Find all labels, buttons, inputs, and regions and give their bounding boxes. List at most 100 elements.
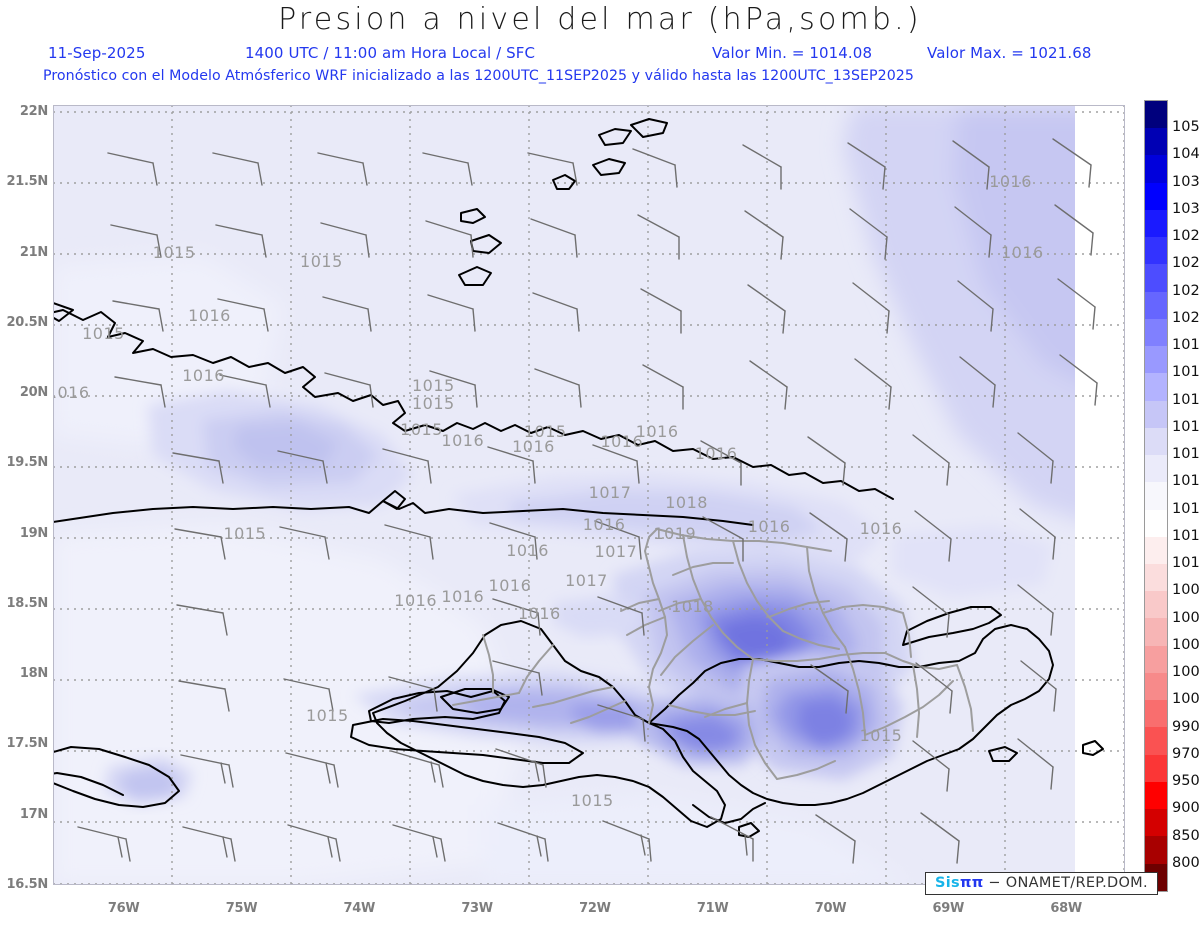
colorbar-tick-label: 850 <box>1172 827 1200 844</box>
colorbar-segment <box>1145 591 1167 619</box>
contour-label: 1017 <box>588 482 632 502</box>
contour-label: 1015 <box>400 419 443 439</box>
colorbar-tick-label: 990 <box>1172 718 1200 735</box>
longitude-tick-label: 70W <box>814 901 847 916</box>
colorbar-segment <box>1145 264 1167 292</box>
colorbar-tick-label: 950 <box>1172 773 1200 790</box>
colorbar-segment <box>1145 291 1167 319</box>
colorbar-tick-label: 1015 <box>1172 446 1200 463</box>
colorbar-tick-label: 1012 <box>1172 527 1200 544</box>
contour-label: 1016 <box>517 603 561 623</box>
contour-label: 1016 <box>394 591 437 611</box>
colorbar-segment <box>1145 618 1167 646</box>
contour-label: 1015 <box>152 242 196 262</box>
colorbar-tick-label: 1040 <box>1172 146 1200 163</box>
forecast-time: 1400 UTC / 11:00 am Hora Local / SFC <box>245 44 536 62</box>
longitude-tick-label: 71W <box>696 901 729 916</box>
latitude-tick-label: 18N <box>19 666 48 682</box>
colorbar-tick-label: 1025 <box>1172 255 1200 272</box>
colorbar-segment <box>1145 182 1167 210</box>
latitude-tick-label: 21.5N <box>6 174 49 190</box>
contour-label: 1018 <box>665 492 708 512</box>
colorbar-segment <box>1145 727 1167 755</box>
colorbar-tick-label: 800 <box>1172 854 1200 871</box>
contour-label: 1016 <box>182 366 225 386</box>
contour-label: 1016 <box>506 540 549 560</box>
colorbar-segment <box>1145 809 1167 837</box>
contour-label: 1015 <box>859 726 903 746</box>
contour-label: 1015 <box>411 376 455 396</box>
contour-label: 1016 <box>441 586 485 606</box>
contour-label: 1015 <box>305 706 349 726</box>
contour-label: 1016 <box>600 432 644 452</box>
latitude-tick-label: 17.5N <box>6 736 49 752</box>
colorbar-segment <box>1145 563 1167 592</box>
contour-label: 1016 <box>582 515 626 535</box>
latitude-tick-label: 16.5N <box>6 877 49 892</box>
colorbar-segment <box>1145 400 1167 428</box>
colorbar-tick-label: 1035 <box>1172 173 1200 190</box>
sistt-logo-pi: ππ <box>959 875 984 891</box>
colorbar-segment <box>1145 427 1167 456</box>
colorbar-tick-label: 1010 <box>1172 555 1200 572</box>
contour-label: 1015 <box>223 523 267 543</box>
colorbar-tick-label: 1000 <box>1172 691 1200 708</box>
value-max: Valor Max. = 1021.68 <box>927 44 1092 62</box>
page-title: Presion a nivel del mar (hPa,somb.) <box>278 2 922 37</box>
contour-label: 1016 <box>488 575 532 595</box>
contour-label: 1017 <box>565 571 608 591</box>
latitude-tick-label: 18.5N <box>6 595 49 611</box>
colorbar-tick-label: 1017 <box>1172 391 1200 408</box>
colorbar-tick-label: 1030 <box>1172 200 1200 217</box>
contour-label: 1016 <box>441 430 485 450</box>
colorbar-segment <box>1145 128 1167 156</box>
colorbar-segment <box>1145 645 1167 673</box>
contour-label: 1016 <box>694 443 738 463</box>
colorbar-tick-label: 1002 <box>1172 664 1200 681</box>
colorbar-tick-label: 1019 <box>1172 337 1200 354</box>
colorbar-tick-label: 1018 <box>1172 364 1200 381</box>
colorbar-segment <box>1145 455 1167 483</box>
attribution-badge: Sisππ − ONAMET/REP.DOM. <box>925 872 1158 895</box>
contour-label: 1015 <box>523 422 567 442</box>
colorbar-tick-label: 970 <box>1172 745 1200 762</box>
contour-label: 1019 <box>653 523 697 543</box>
contour-label: 1016 <box>53 383 90 403</box>
latitude-tick-label: 20N <box>19 385 48 401</box>
latitude-tick-label: 21N <box>19 244 48 260</box>
latitude-tick-label: 17N <box>19 806 48 822</box>
value-min: Valor Min. = 1014.08 <box>712 44 873 62</box>
colorbar-segment <box>1145 155 1167 183</box>
colorbar-tick-label: 1006 <box>1172 609 1200 626</box>
colorbar-segment <box>1145 101 1167 129</box>
map-plot-area[interactable]: 1015101610151016101610151015101510161015… <box>53 105 1125 885</box>
colorbar-segment <box>1145 482 1167 510</box>
longitude-tick-label: 68W <box>1050 901 1082 916</box>
colorbar-segment <box>1145 209 1167 238</box>
sistt-logo-sis: Sis <box>935 875 960 891</box>
colorbar-tick-label: 1050 <box>1172 119 1200 136</box>
colorbar-segment <box>1145 536 1167 564</box>
colorbar-tick-label: 1022 <box>1172 282 1200 299</box>
latitude-tick-label: 19.5N <box>6 455 49 471</box>
contour-label: 1018 <box>671 596 714 616</box>
pressure-colorbar[interactable] <box>1144 100 1168 892</box>
contour-label: 1016 <box>1000 242 1044 262</box>
colorbar-tick-label: 1028 <box>1172 228 1200 245</box>
pressure-shading-and-geography <box>53 105 1125 885</box>
colorbar-segment <box>1145 509 1167 537</box>
colorbar-tick-label: 1008 <box>1172 582 1200 599</box>
contour-label: 1015 <box>571 790 614 810</box>
contour-label: 1016 <box>512 436 555 456</box>
colorbar-segment <box>1145 700 1167 728</box>
colorbar-segment <box>1145 754 1167 782</box>
colorbar-segment <box>1145 346 1167 374</box>
colorbar-segment <box>1145 672 1167 701</box>
contour-label: 1016 <box>188 305 231 325</box>
colorbar-tick-label: 1020 <box>1172 309 1200 326</box>
contour-label: 1015 <box>411 394 455 414</box>
longitude-tick-label: 69W <box>932 901 965 916</box>
colorbar-tick-label: 1004 <box>1172 636 1200 653</box>
colorbar-tick-label: 1013 <box>1172 500 1200 517</box>
